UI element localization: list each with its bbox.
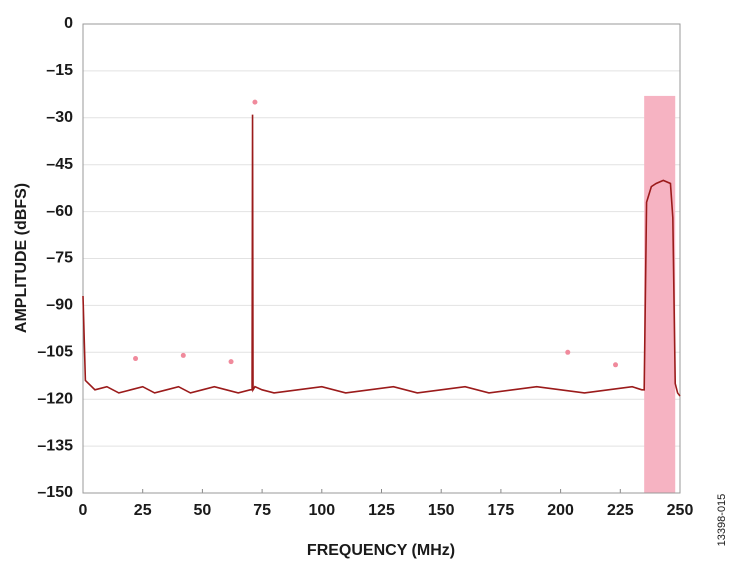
figure-id: 13398-015 [716, 494, 728, 547]
x-axis-label: FREQUENCY (MHz) [307, 542, 455, 559]
y-tick-label: –15 [46, 62, 73, 79]
x-tick-label: 125 [368, 502, 395, 519]
y-tick-label: 0 [64, 15, 73, 32]
spectrum-line [82, 114, 681, 397]
highlight-band [644, 95, 676, 493]
x-tick-label: 0 [79, 502, 88, 519]
x-tick-label: 250 [667, 502, 694, 519]
y-tick-label: –120 [37, 390, 73, 407]
x-tick-label: 100 [308, 502, 335, 519]
y-tick-label: –75 [46, 250, 73, 267]
spur-marker [613, 362, 619, 368]
x-tick-label: 200 [547, 502, 574, 519]
x-tick-label: 175 [488, 502, 515, 519]
y-tick-label: –90 [46, 297, 73, 314]
y-tick-label: –135 [37, 437, 73, 454]
y-tick-label: –150 [37, 484, 73, 501]
x-tick-label: 150 [428, 502, 455, 519]
x-tick-label: 50 [194, 502, 212, 519]
x-tick-label: 225 [607, 502, 634, 519]
spur-marker [133, 356, 139, 362]
spur-marker [228, 359, 234, 365]
x-tick-label: 25 [134, 502, 152, 519]
plot-frame [82, 23, 681, 494]
y-axis-label: AMPLITUDE (dBFS) [13, 183, 30, 333]
y-tick-label: –105 [37, 344, 73, 361]
x-tick-label: 75 [253, 502, 271, 519]
y-tick-label: –45 [46, 156, 73, 173]
spur-marker [180, 352, 186, 358]
spur-marker [565, 349, 571, 355]
y-tick-label: –30 [46, 109, 73, 126]
y-tick-label: –60 [46, 203, 73, 220]
spur-marker [252, 99, 258, 105]
